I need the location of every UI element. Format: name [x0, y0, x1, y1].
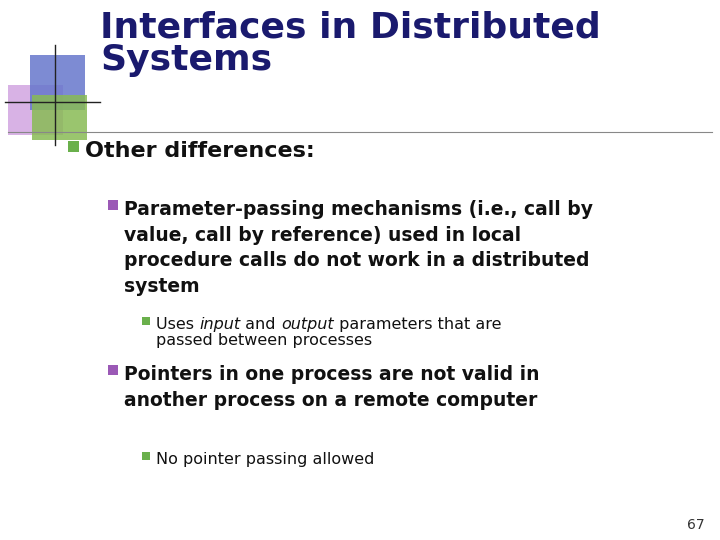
Bar — [142, 317, 150, 325]
Text: output: output — [281, 317, 333, 332]
Text: parameters that are: parameters that are — [333, 317, 501, 332]
Bar — [108, 365, 118, 375]
Text: Systems: Systems — [100, 43, 272, 77]
Bar — [142, 452, 150, 460]
Text: Pointers in one process are not valid in
another process on a remote computer: Pointers in one process are not valid in… — [124, 365, 539, 410]
Text: Uses: Uses — [156, 317, 199, 332]
Bar — [8, 85, 63, 135]
Text: passed between processes: passed between processes — [156, 333, 372, 348]
Text: 67: 67 — [688, 518, 705, 532]
Text: and: and — [240, 317, 281, 332]
Bar — [68, 141, 79, 152]
Text: input: input — [199, 317, 240, 332]
Bar — [108, 200, 118, 210]
Bar — [32, 95, 87, 140]
Text: Parameter-passing mechanisms (i.e., call by
value, call by reference) used in lo: Parameter-passing mechanisms (i.e., call… — [124, 200, 593, 296]
Bar — [30, 55, 85, 110]
Text: Interfaces in Distributed: Interfaces in Distributed — [100, 10, 600, 44]
Text: Other differences:: Other differences: — [85, 141, 315, 161]
Text: No pointer passing allowed: No pointer passing allowed — [156, 452, 374, 467]
